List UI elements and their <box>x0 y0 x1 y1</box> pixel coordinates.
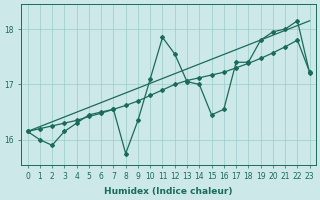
X-axis label: Humidex (Indice chaleur): Humidex (Indice chaleur) <box>104 187 233 196</box>
